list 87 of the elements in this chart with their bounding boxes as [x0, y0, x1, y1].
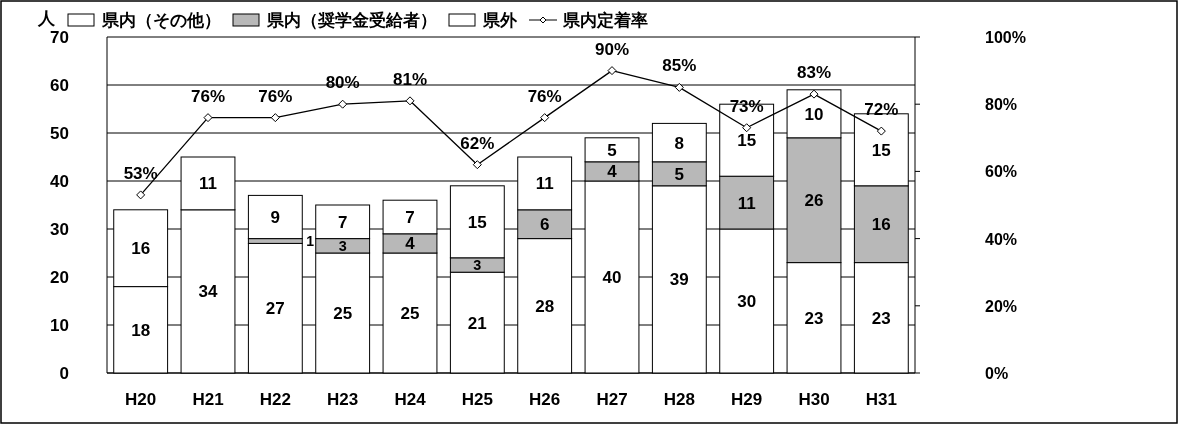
- data-label: 15: [871, 140, 891, 160]
- y-axis-title: 人: [37, 9, 56, 28]
- data-label: 39: [669, 270, 689, 290]
- data-label: 53%: [123, 163, 158, 183]
- data-label: 25: [333, 303, 353, 323]
- x-tick-label: H31: [865, 390, 897, 409]
- y2-tick-label: 0%: [985, 365, 1009, 382]
- data-label: 4: [405, 234, 416, 254]
- x-tick-label: H25: [461, 390, 493, 409]
- x-tick-label: H24: [394, 390, 427, 409]
- y-tick-label: 10: [50, 316, 69, 335]
- point: [472, 160, 482, 170]
- legend-label: 県内（奨学金受給者）: [266, 11, 437, 30]
- data-label: 6: [539, 215, 550, 235]
- x-tick-label: H20: [125, 390, 157, 409]
- data-label: 76%: [527, 86, 562, 106]
- data-label: 16: [871, 215, 891, 235]
- y-tick-label: 20: [50, 268, 69, 287]
- data-label: 7: [405, 207, 415, 227]
- data-label: 85%: [662, 56, 697, 76]
- data-label: 18: [131, 320, 151, 340]
- data-label: 26: [804, 191, 824, 211]
- point: [876, 126, 886, 136]
- data-label: 15: [467, 212, 487, 232]
- legend-label: 県内（その他）: [101, 11, 221, 30]
- data-label: 76%: [258, 86, 293, 106]
- data-label: 11: [535, 174, 554, 194]
- data-label: 25: [400, 303, 420, 323]
- y2-tick-label: 100%: [985, 29, 1026, 46]
- point: [540, 113, 550, 123]
- data-label: 15: [737, 131, 757, 151]
- point: [607, 66, 617, 76]
- data-label: 10: [804, 104, 824, 124]
- data-label: 28: [535, 296, 555, 316]
- data-label: 11: [737, 193, 756, 213]
- y-tick-label: 30: [50, 220, 69, 239]
- legend-label: 県内定着率: [562, 11, 648, 30]
- data-label: 1: [306, 233, 315, 249]
- data-label: 23: [804, 308, 824, 328]
- data-label: 62%: [460, 133, 495, 153]
- y-tick-label: 0: [59, 364, 69, 383]
- data-label: 5: [674, 164, 685, 184]
- y2-tick-label: 20%: [985, 297, 1018, 315]
- data-label: 23: [871, 308, 891, 328]
- data-label: 27: [265, 299, 285, 319]
- x-tick-label: H22: [259, 390, 291, 409]
- point: [136, 190, 146, 200]
- data-label: 30: [737, 291, 757, 311]
- data-label: 11: [199, 174, 217, 194]
- point: [809, 89, 819, 99]
- y-tick-label: 40: [50, 172, 69, 191]
- data-label: 83%: [796, 63, 832, 83]
- point: [674, 82, 684, 92]
- data-label: 76%: [190, 86, 226, 106]
- point: [203, 113, 213, 123]
- data-label: 81%: [392, 69, 428, 89]
- x-tick-label: H30: [798, 390, 830, 409]
- x-tick-label: H28: [663, 390, 695, 409]
- x-tick-label: H26: [529, 390, 561, 409]
- y-tick-label: 60: [50, 76, 69, 95]
- data-label: 90%: [594, 39, 630, 59]
- x-tick-label: H21: [192, 390, 224, 409]
- point: [742, 123, 752, 133]
- y2-tick-label: 80%: [985, 96, 1018, 114]
- data-label: 3: [338, 237, 347, 254]
- data-label: 5: [607, 140, 617, 160]
- data-label: 34: [198, 282, 218, 302]
- legend-label: 県外: [482, 11, 518, 30]
- data-label: 21: [467, 313, 487, 333]
- data-label: 80%: [325, 73, 360, 93]
- point: [270, 113, 280, 123]
- data-label: 16: [131, 239, 151, 259]
- data-label: 40: [602, 267, 622, 287]
- data-label: 7: [337, 212, 348, 232]
- x-tick-label: H29: [731, 390, 763, 409]
- y-tick-label: 70: [50, 28, 69, 47]
- x-tick-label: H23: [327, 390, 359, 409]
- point: [338, 99, 348, 109]
- x-tick-label: H27: [596, 390, 628, 409]
- y2-tick-label: 60%: [985, 163, 1018, 181]
- y-tick-label: 50: [50, 124, 69, 143]
- y2-tick-label: 40%: [985, 230, 1018, 248]
- data-label: 8: [674, 133, 685, 153]
- point: [405, 96, 415, 106]
- data-label: 9: [270, 207, 281, 227]
- data-label: 4: [607, 162, 618, 182]
- data-label: 3: [473, 257, 482, 274]
